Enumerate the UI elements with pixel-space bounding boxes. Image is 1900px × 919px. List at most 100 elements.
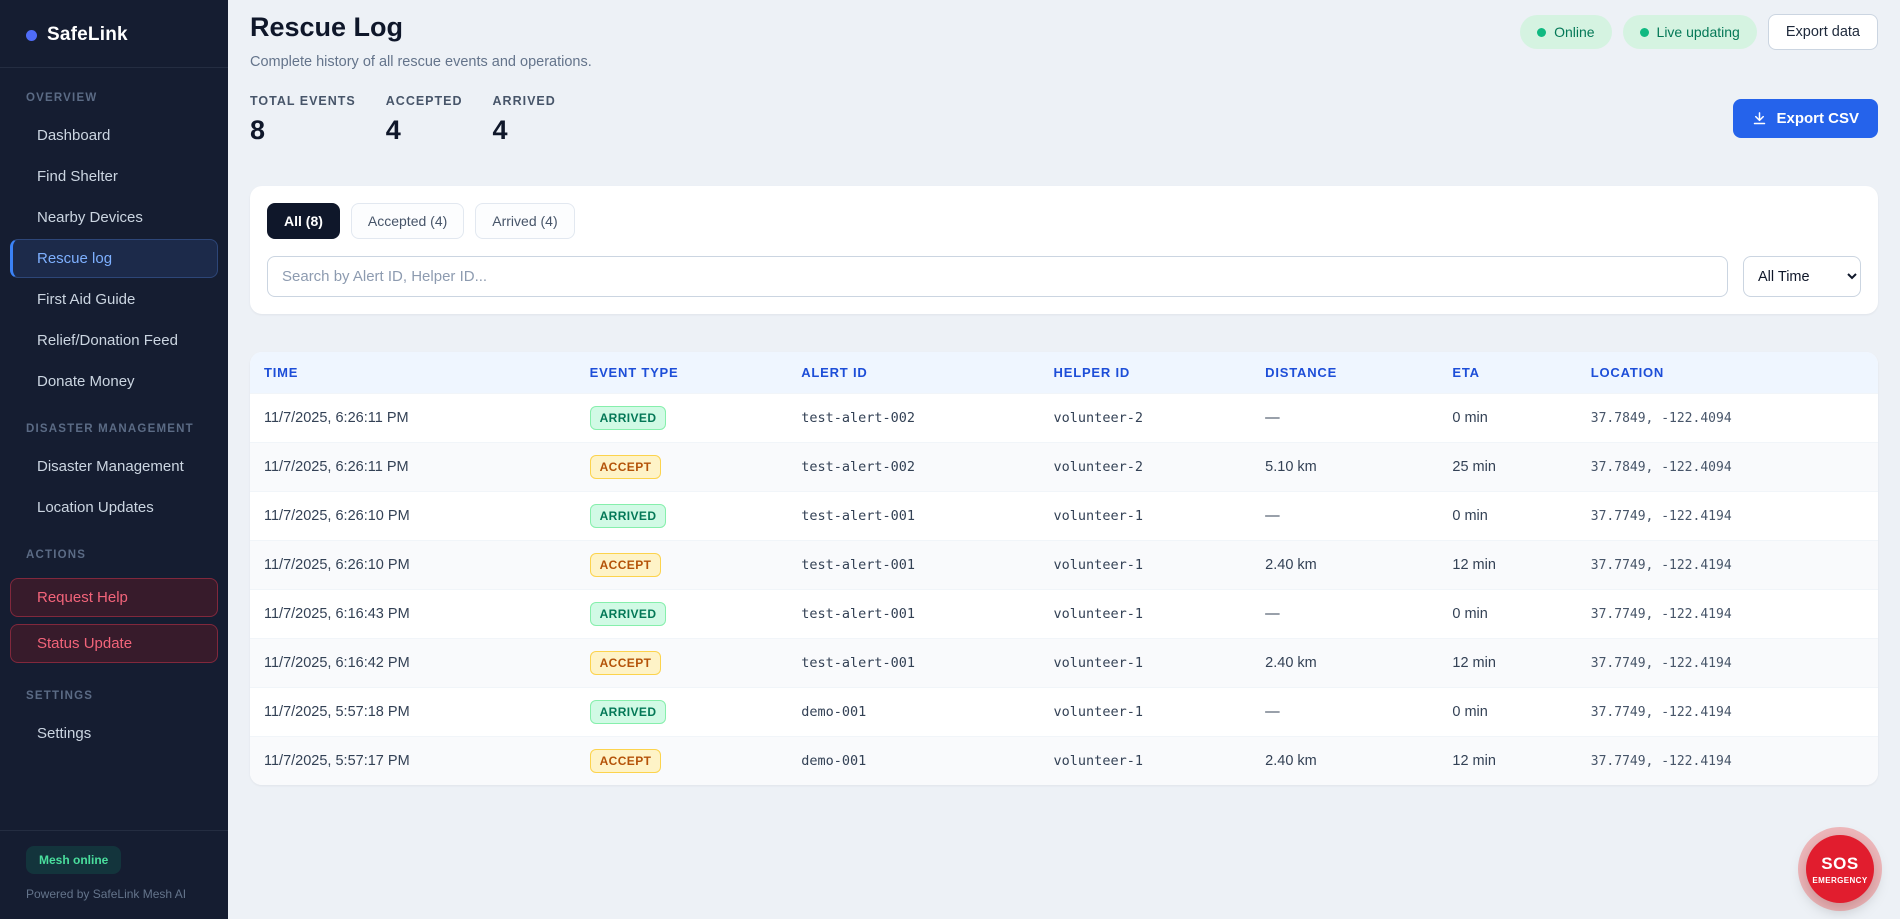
- time-filter-select[interactable]: All Time: [1743, 256, 1861, 297]
- sidebar-nav: OVERVIEW Dashboard Find Shelter Nearby Devi…: [0, 68, 228, 830]
- rescue-log-table-card: TIME EVENT TYPE ALERT ID HELPER ID DISTANCE E…: [250, 352, 1878, 785]
- column-header-alert-id: ALERT ID: [787, 352, 1040, 394]
- cell-distance: 5.10 km: [1251, 442, 1439, 492]
- table-row: 11/7/2025, 6:26:10 PM ACCEPT test-alert-00…: [250, 540, 1878, 590]
- stats-row: TOTAL EVENTS 8 ACCEPTED 4 ARRIVED 4 Export CS…: [250, 94, 1878, 146]
- cell-distance: 2.40 km: [1251, 638, 1439, 688]
- cell-distance: —: [1251, 491, 1439, 541]
- cell-location: 37.7749, -122.4194: [1576, 687, 1878, 737]
- cell-helper-id: volunteer-1: [1039, 687, 1252, 737]
- sos-sublabel: EMERGENCY: [1812, 875, 1868, 885]
- stat-arrived: ARRIVED 4: [493, 94, 556, 146]
- sidebar-footer-text: Powered by SafeLink Mesh AI: [26, 887, 187, 901]
- event-badge: ACCEPT: [589, 749, 662, 773]
- sidebar-item-dashboard[interactable]: Dashboard: [37, 127, 111, 144]
- table-row: 11/7/2025, 5:57:18 PM ARRIVED demo-001 volu…: [250, 687, 1878, 737]
- event-badge: ARRIVED: [589, 504, 667, 528]
- stats-row-left: TOTAL EVENTS 8 ACCEPTED 4 ARRIVED 4: [250, 94, 586, 146]
- cell-time: 11/7/2025, 6:26:10 PM: [250, 491, 576, 541]
- cell-time: 11/7/2025, 6:16:42 PM: [250, 638, 576, 688]
- sidebar-item-request-help[interactable]: Request Help: [10, 578, 218, 617]
- stat-value: 4: [385, 115, 401, 145]
- cell-helper-id: volunteer-1: [1039, 540, 1252, 590]
- event-badge: ARRIVED: [589, 700, 667, 724]
- cell-eta: 0 min: [1438, 687, 1577, 737]
- sidebar-item-relief-donation-feed[interactable]: Relief/Donation Feed: [37, 332, 178, 349]
- cell-distance: 2.40 km: [1251, 736, 1439, 785]
- table-row: 11/7/2025, 6:26:11 PM ACCEPT test-alert-00…: [250, 442, 1878, 492]
- cell-location: 37.7749, -122.4194: [1576, 540, 1878, 590]
- tab-accepted-4[interactable]: Accepted (4): [350, 203, 465, 239]
- cell-eta: 12 min: [1438, 736, 1577, 785]
- cell-eta: 12 min: [1438, 638, 1577, 688]
- export-csv-button[interactable]: Export CSV: [1733, 99, 1878, 138]
- event-badge: ACCEPT: [589, 455, 662, 479]
- stat-label: TOTAL EVENTS: [250, 94, 356, 108]
- cell-alert-id: demo-001: [787, 687, 1040, 737]
- cell-time: 11/7/2025, 6:16:43 PM: [250, 589, 576, 639]
- export-data-button[interactable]: Export data: [1767, 14, 1878, 50]
- cell-location: 37.7849, -122.4094: [1576, 442, 1878, 492]
- cell-helper-id: volunteer-2: [1039, 393, 1252, 443]
- stat-label: ARRIVED: [492, 94, 556, 108]
- rescue-log-table: TIME EVENT TYPE ALERT ID HELPER ID DISTANCE E…: [250, 352, 1878, 785]
- cell-location: 37.7749, -122.4194: [1576, 736, 1878, 785]
- cell-distance: —: [1251, 589, 1439, 639]
- status-badge-online: Online: [1520, 15, 1612, 49]
- app-logo: SafeLink: [0, 0, 228, 68]
- app-name: SafeLink: [47, 24, 128, 45]
- cell-alert-id: demo-001: [787, 736, 1040, 785]
- nav-section-label-overview: OVERVIEW: [26, 92, 98, 104]
- sidebar-item-donate-money[interactable]: Donate Money: [37, 373, 135, 390]
- sidebar-item-rescue-log[interactable]: Rescue log: [10, 239, 218, 278]
- event-badge: ACCEPT: [589, 651, 662, 675]
- stat-accepted: ACCEPTED 4: [386, 94, 463, 146]
- cell-location: 37.7749, -122.4194: [1576, 589, 1878, 639]
- sidebar-item-first-aid-guide[interactable]: First Aid Guide: [37, 291, 136, 308]
- tab-arrived-4[interactable]: Arrived (4): [475, 203, 575, 239]
- mesh-status-badge: Mesh online: [26, 846, 122, 874]
- cell-eta: 12 min: [1438, 540, 1577, 590]
- sos-emergency-button[interactable]: SOS EMERGENCY: [1806, 835, 1874, 903]
- cell-helper-id: volunteer-1: [1039, 638, 1252, 688]
- cell-event-type: ARRIVED: [575, 589, 788, 639]
- stat-total-events: TOTAL EVENTS 8: [250, 94, 356, 146]
- cell-event-type: ACCEPT: [575, 638, 788, 688]
- cell-location: 37.7849, -122.4094: [1576, 393, 1878, 443]
- stat-value: 4: [492, 115, 508, 145]
- table-row: 11/7/2025, 6:26:11 PM ARRIVED test-alert-0…: [250, 393, 1878, 443]
- sidebar-item-find-shelter[interactable]: Find Shelter: [37, 168, 118, 185]
- sidebar-item-disaster-management[interactable]: Disaster Management: [37, 458, 184, 475]
- event-badge: ACCEPT: [589, 553, 662, 577]
- nav-section-label-settings: SETTINGS: [26, 690, 94, 702]
- cell-time: 11/7/2025, 5:57:18 PM: [250, 687, 576, 737]
- sos-label: SOS: [1821, 853, 1859, 873]
- stat-value: 8: [250, 115, 266, 145]
- export-csv-label: Export CSV: [1776, 110, 1859, 127]
- status-badge-live-updating: Live updating: [1622, 15, 1757, 49]
- cell-time: 11/7/2025, 5:57:17 PM: [250, 736, 576, 785]
- event-badge: ARRIVED: [589, 406, 667, 430]
- tab-all-8[interactable]: All (8): [267, 203, 340, 239]
- table-row: 11/7/2025, 6:16:43 PM ARRIVED test-alert-0…: [250, 589, 1878, 639]
- cell-alert-id: test-alert-001: [787, 540, 1040, 590]
- cell-eta: 0 min: [1438, 589, 1577, 639]
- cell-event-type: ARRIVED: [575, 491, 788, 541]
- table-row: 11/7/2025, 5:57:17 PM ACCEPT demo-001 volun…: [250, 736, 1878, 785]
- column-header-location: LOCATION: [1576, 352, 1878, 394]
- column-header-eta: ETA: [1438, 352, 1577, 394]
- download-icon: [1752, 111, 1767, 126]
- sidebar-item-status-update[interactable]: Status Update: [10, 624, 218, 663]
- search-row: All Time: [267, 256, 1861, 297]
- cell-event-type: ACCEPT: [575, 540, 788, 590]
- table-row: 11/7/2025, 6:16:42 PM ACCEPT test-alert-00…: [250, 638, 1878, 688]
- cell-location: 37.7749, -122.4194: [1576, 638, 1878, 688]
- cell-time: 11/7/2025, 6:26:10 PM: [250, 540, 576, 590]
- cell-alert-id: test-alert-001: [787, 491, 1040, 541]
- sidebar-item-location-updates[interactable]: Location Updates: [37, 499, 154, 516]
- sidebar-item-settings[interactable]: Settings: [37, 725, 92, 742]
- cell-helper-id: volunteer-1: [1039, 589, 1252, 639]
- sidebar-item-nearby-devices[interactable]: Nearby Devices: [37, 209, 143, 226]
- cell-event-type: ACCEPT: [575, 736, 788, 785]
- search-input[interactable]: [267, 256, 1728, 297]
